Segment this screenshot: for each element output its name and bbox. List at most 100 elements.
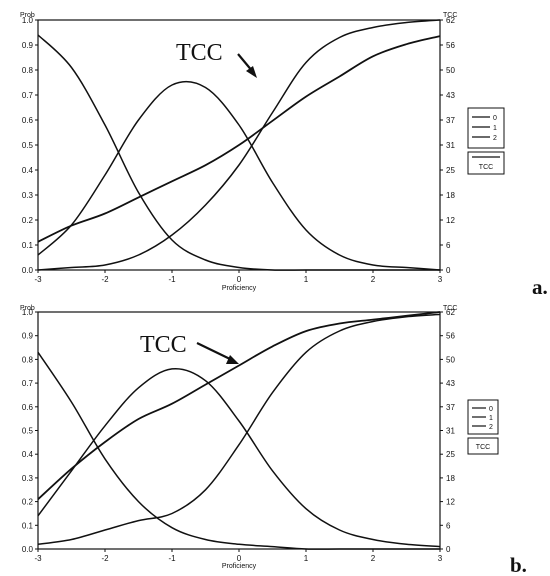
chart-legend: 0 1 2 TCC [467,399,499,455]
y2-tick-label: 25 [446,450,455,459]
series-line-category-1 [37,367,441,548]
panel-label-a: a. [532,275,548,299]
y-axis-label: Prob [20,305,35,312]
x-axis-label: Proficiency [222,285,257,292]
y-tick-label: 0.6 [22,116,34,125]
legend-entry-0: 0 [493,115,497,122]
series-line-tcc [37,35,441,243]
panel-label-b: b. [510,553,527,576]
y-tick-label: 0.5 [22,141,34,150]
legend-entry-1: 1 [493,125,497,132]
x-tick-label: -3 [34,554,42,563]
legend-box [467,107,505,149]
series-line-category-2 [37,313,441,546]
y2-tick-label: 43 [446,91,455,100]
x-axis-label: Proficiency [222,563,257,570]
y2-tick-label: 62 [446,16,455,25]
tcc-callout-label: TCC [176,40,223,66]
y2-axis-label: TCC [443,305,457,312]
y2-tick-label: 62 [446,308,455,317]
y-tick-label: 0.2 [22,216,34,225]
y-tick-label: 1.0 [22,308,34,317]
y2-tick-label: 18 [446,474,455,483]
tcc-callout-arrow-head [246,66,257,78]
y-tick-label: 0.1 [22,521,34,530]
legend-entry-0: 0 [489,406,493,413]
x-axis-ticks: -3 -2 -1 0 1 2 3 [34,270,443,284]
x-tick-label: -2 [101,554,109,563]
legend-tcc-box [467,437,499,455]
y2-axis-ticks: 0 6 12 18 25 31 37 43 50 56 62 [440,308,455,554]
tcc-callout-arrow-head [226,355,239,364]
y2-tick-label: 6 [446,241,451,250]
y-tick-label: 0.4 [22,450,34,459]
y2-axis-ticks: 0 6 12 18 25 31 37 43 50 56 62 [440,16,455,275]
series-line-category-1 [37,80,441,271]
y-tick-label: 0.0 [22,545,34,554]
y-tick-label: 0.9 [22,41,34,50]
y-tick-label: 0.6 [22,403,34,412]
chart-panel-b: 0.00.10.20.30.40.50.60.70.80.91.0 061218… [20,305,527,576]
y2-axis-label: TCC [443,12,457,19]
y2-tick-label: 50 [446,66,455,75]
y2-tick-label: 31 [446,427,455,436]
x-tick-label: -1 [168,275,176,284]
y2-tick-label: 37 [446,116,455,125]
y-tick-label: 0.8 [22,355,34,364]
series-line-category-0 [37,351,440,550]
legend-entry-tcc: TCC [476,444,490,451]
plot-frame [37,311,441,550]
x-tick-label: -2 [101,275,109,284]
legend-entry-1: 1 [489,415,493,422]
x-tick-label: -1 [168,554,176,563]
legend-entry-2: 2 [493,135,497,142]
y-tick-label: 0.7 [22,379,34,388]
y-tick-label: 0.3 [22,474,34,483]
series-line-tcc [37,311,441,500]
y2-tick-label: 25 [446,166,455,175]
chart-curves [37,311,441,550]
y2-tick-label: 0 [446,545,451,554]
y-axis-ticks: 0.0 0.1 0.2 0.3 0.4 0.5 0.6 0.7 0.8 0.9 1.0 [22,308,38,554]
chart-panel-a: 0.00.10.20.30.40.50.60.70.80.91.0 061218… [20,12,548,299]
legend-entry-tcc: TCC [479,164,493,171]
y2-tick-label: 43 [446,379,455,388]
y-tick-label: 0.2 [22,498,34,507]
chart-curves [37,19,441,271]
y2-tick-label: 12 [446,498,455,507]
y2-tick-label: 50 [446,355,455,364]
chart-legend: 0 1 2 TCC [467,107,505,175]
y-tick-label: 0.0 [22,266,34,275]
y-tick-label: 0.8 [22,66,34,75]
tcc-callout-label: TCC [140,332,187,358]
y-tick-label: 0.7 [22,91,34,100]
y-tick-label: 0.4 [22,166,34,175]
x-tick-label: 1 [304,554,309,563]
y-axis-label: Prob [20,12,35,19]
series-line-category-2 [37,19,441,271]
x-tick-label: 0 [237,275,242,284]
x-tick-label: 2 [371,554,376,563]
y-tick-label: 0.3 [22,191,34,200]
legend-entry-2: 2 [489,424,493,431]
x-tick-label: 3 [438,554,443,563]
y2-tick-label: 31 [446,141,455,150]
x-tick-label: 1 [304,275,309,284]
y2-tick-label: 0 [446,266,451,275]
tcc-callout-arrow-shaft [196,342,231,360]
series-line-category-0 [37,34,440,271]
y2-tick-label: 6 [446,521,451,530]
y-tick-label: 0.5 [22,427,34,436]
x-tick-label: 2 [371,275,376,284]
y-tick-label: 0.9 [22,332,34,341]
x-axis-ticks: -3 -2 -1 0 1 2 3 [34,549,443,563]
y2-tick-label: 12 [446,216,455,225]
y2-tick-label: 56 [446,332,455,341]
x-tick-label: -3 [34,275,42,284]
x-tick-label: 3 [438,275,443,284]
x-tick-label: 0 [237,554,242,563]
y2-tick-label: 18 [446,191,455,200]
y2-tick-label: 37 [446,403,455,412]
y-tick-label: 1.0 [22,16,34,25]
y-tick-label: 0.1 [22,241,34,250]
